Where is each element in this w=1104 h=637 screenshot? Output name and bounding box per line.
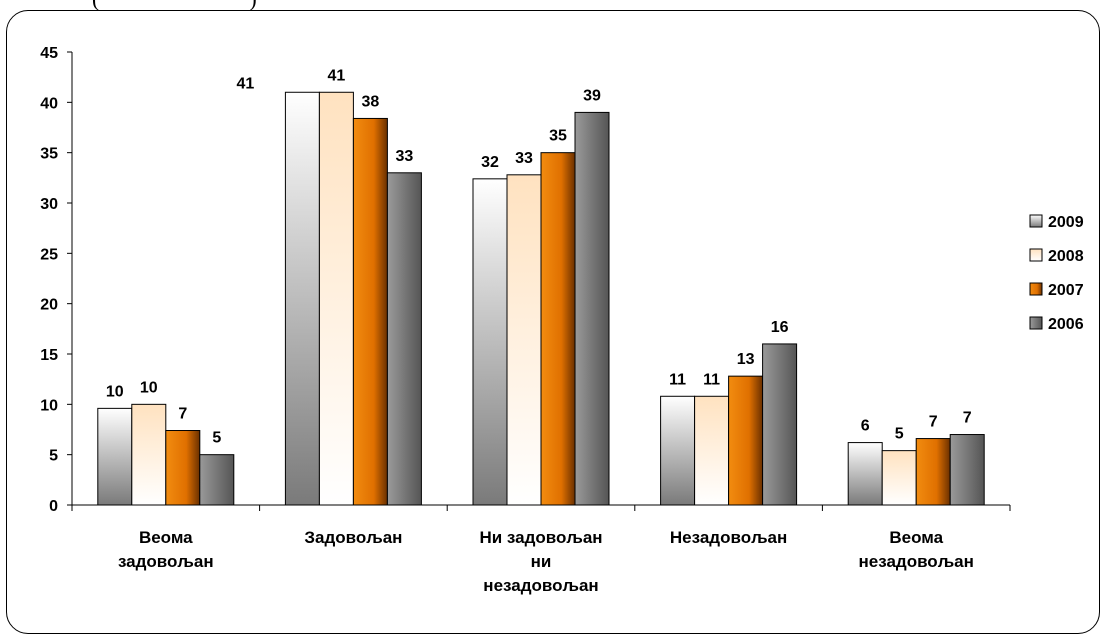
cropped-caption-fragment: () [92, 0, 257, 12]
x-category-label: Незадовољан [670, 528, 787, 547]
bar-2008 [694, 395, 730, 506]
data-label: 41 [328, 67, 346, 84]
data-label: 11 [669, 371, 686, 388]
y-tick-label: 30 [40, 196, 58, 213]
data-label: 10 [140, 379, 158, 396]
data-label: 32 [481, 154, 499, 171]
chart-frame [6, 10, 1100, 634]
data-label: 10 [106, 383, 124, 400]
caption-close-paren: ) [249, 0, 256, 11]
legend-label: 2006 [1048, 316, 1084, 333]
y-tick-label: 25 [40, 246, 58, 263]
y-tick-label: 0 [49, 498, 58, 515]
legend-swatch-2007 [1029, 282, 1043, 296]
legend-label: 2007 [1048, 282, 1084, 299]
data-label: 11 [703, 371, 720, 388]
bar-2008 [506, 174, 542, 506]
y-tick-label: 10 [40, 397, 58, 414]
data-label: 38 [362, 93, 380, 110]
data-label: 5 [212, 430, 221, 447]
bar-2008 [131, 403, 167, 506]
data-label: 39 [583, 87, 601, 104]
x-category-label: незадовољан [859, 552, 974, 571]
data-label: 7 [929, 414, 938, 431]
bar-2009 [472, 178, 508, 506]
bar-2006 [762, 343, 798, 506]
bar-2009 [284, 91, 320, 506]
data-label: 41 [237, 75, 255, 92]
bar-2008 [881, 450, 917, 506]
bar-2006 [199, 454, 235, 506]
legend-label: 2009 [1048, 214, 1084, 231]
data-label: 35 [549, 128, 567, 145]
legend-swatch-2006 [1029, 316, 1043, 330]
data-label: 5 [895, 426, 904, 443]
x-category-label: Веома [889, 528, 943, 547]
legend-swatch-2008 [1029, 248, 1043, 262]
bar-2007 [352, 117, 388, 506]
bar-2007 [165, 430, 201, 506]
x-category-label: Ни задовољан [479, 528, 602, 547]
bar-2009 [660, 395, 696, 506]
data-label: 6 [861, 418, 870, 435]
x-category-label: Задовољан [304, 528, 402, 547]
y-tick-label: 35 [40, 146, 58, 163]
legend-label: 2008 [1048, 248, 1084, 265]
data-label: 13 [737, 351, 755, 368]
data-label: 7 [178, 406, 187, 423]
bar-2008 [318, 91, 354, 506]
bar-2009 [97, 407, 133, 506]
data-label: 33 [396, 148, 414, 165]
y-tick-label: 20 [40, 297, 58, 314]
legend-swatch-2009 [1029, 214, 1043, 228]
data-label: 7 [963, 410, 972, 427]
y-tick-label: 15 [40, 347, 58, 364]
y-tick-label: 40 [40, 95, 58, 112]
caption-open-paren: ( [92, 0, 99, 11]
y-tick-label: 45 [40, 45, 58, 62]
data-label: 16 [771, 319, 789, 336]
x-category-label: ни [531, 552, 552, 571]
bar-2007 [728, 375, 764, 506]
x-category-label: задовољан [118, 552, 214, 571]
bar-2006 [386, 172, 422, 506]
bar-2007 [540, 152, 576, 506]
x-category-label: Веома [139, 528, 193, 547]
x-category-label: незадовољан [483, 576, 598, 595]
bar-2006 [949, 434, 985, 506]
y-tick-label: 5 [49, 448, 58, 465]
bar-2006 [574, 111, 610, 506]
bar-2009 [847, 442, 883, 506]
data-label: 33 [515, 150, 533, 167]
bar-2007 [915, 438, 951, 506]
